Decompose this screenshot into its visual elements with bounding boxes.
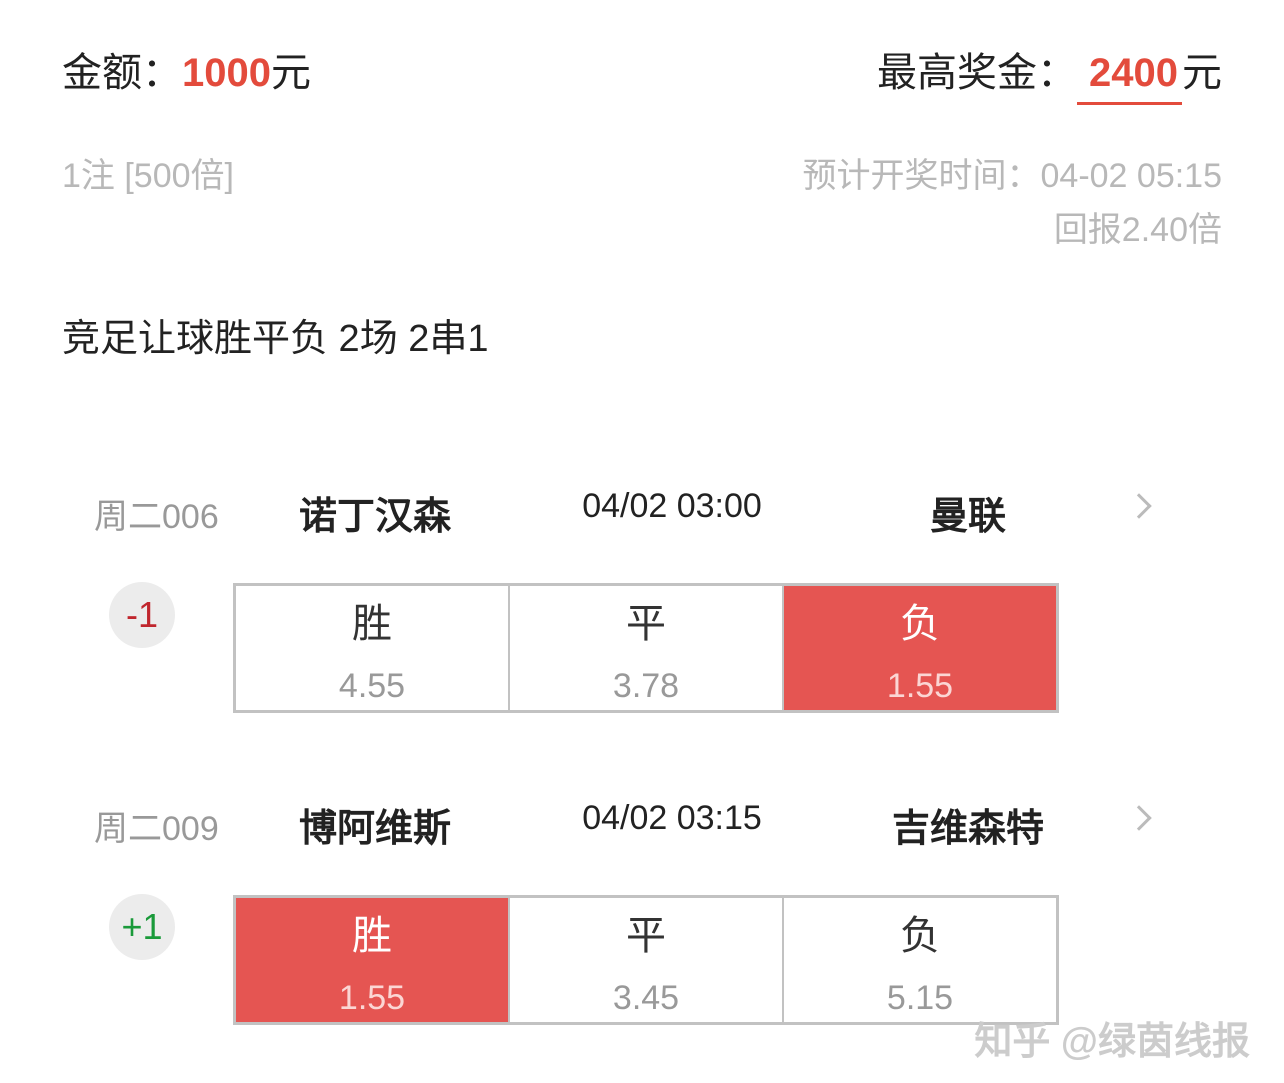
- odds-option[interactable]: 负 1.55: [782, 586, 1056, 710]
- bet-count: 1注 [500倍]: [62, 157, 234, 195]
- match-time: 04/02 03:15: [582, 799, 762, 837]
- match-time: 04/02 03:00: [582, 487, 762, 525]
- option-odds: 5.15: [886, 978, 954, 1017]
- amount-unit: 元: [270, 51, 311, 95]
- option-label: 负: [900, 913, 940, 958]
- amount-value: 1000: [182, 51, 271, 95]
- odds-table: 胜 1.55 平 3.45 负 5.15: [233, 895, 1059, 1025]
- home-team: 博阿维斯: [298, 808, 452, 850]
- odds-option[interactable]: 平 3.78: [508, 586, 782, 710]
- option-label: 胜: [352, 601, 392, 646]
- away-team: 吉维森特: [891, 808, 1045, 850]
- max-prize-label: 最高奖金：: [877, 51, 1078, 95]
- handicap-badge: -1: [109, 582, 175, 648]
- max-prize-value[interactable]: 2400: [1077, 51, 1182, 105]
- option-label: 胜: [352, 913, 392, 958]
- chevron-right-icon[interactable]: [1126, 805, 1152, 831]
- play-title: 竞足让球胜平负 2场 2串1: [62, 318, 489, 360]
- option-odds: 3.45: [612, 978, 680, 1017]
- option-odds: 4.55: [338, 666, 406, 705]
- odds-table: 胜 4.55 平 3.78 负 1.55: [233, 583, 1059, 713]
- option-label: 平: [626, 601, 666, 646]
- amount: 金额：1000元: [62, 40, 311, 98]
- amount-label: 金额：: [62, 51, 182, 95]
- draw-time: 预计开奖时间：04-02 05:15: [802, 157, 1223, 195]
- match-code: 周二006: [94, 498, 219, 536]
- option-odds: 1.55: [886, 666, 954, 705]
- option-odds: 1.55: [338, 978, 406, 1017]
- away-team: 曼联: [929, 496, 1007, 538]
- option-label: 负: [900, 601, 940, 646]
- option-label: 平: [626, 913, 666, 958]
- odds-option[interactable]: 胜 4.55: [236, 586, 508, 710]
- handicap-badge: +1: [109, 894, 175, 960]
- max-prize-unit: 元: [1182, 51, 1222, 95]
- max-prize: 最高奖金： 2400 元: [877, 40, 1222, 105]
- odds-option[interactable]: 平 3.45: [508, 898, 782, 1022]
- odds-option[interactable]: 胜 1.55: [236, 898, 508, 1022]
- home-team: 诺丁汉森: [298, 496, 452, 538]
- watermark: 知乎 @绿茵线报: [974, 1021, 1250, 1063]
- match-code: 周二009: [94, 810, 219, 848]
- chevron-right-icon[interactable]: [1126, 493, 1152, 519]
- odds-option[interactable]: 负 5.15: [782, 898, 1056, 1022]
- return-rate: 回报2.40倍: [1053, 211, 1222, 249]
- option-odds: 3.78: [612, 666, 680, 705]
